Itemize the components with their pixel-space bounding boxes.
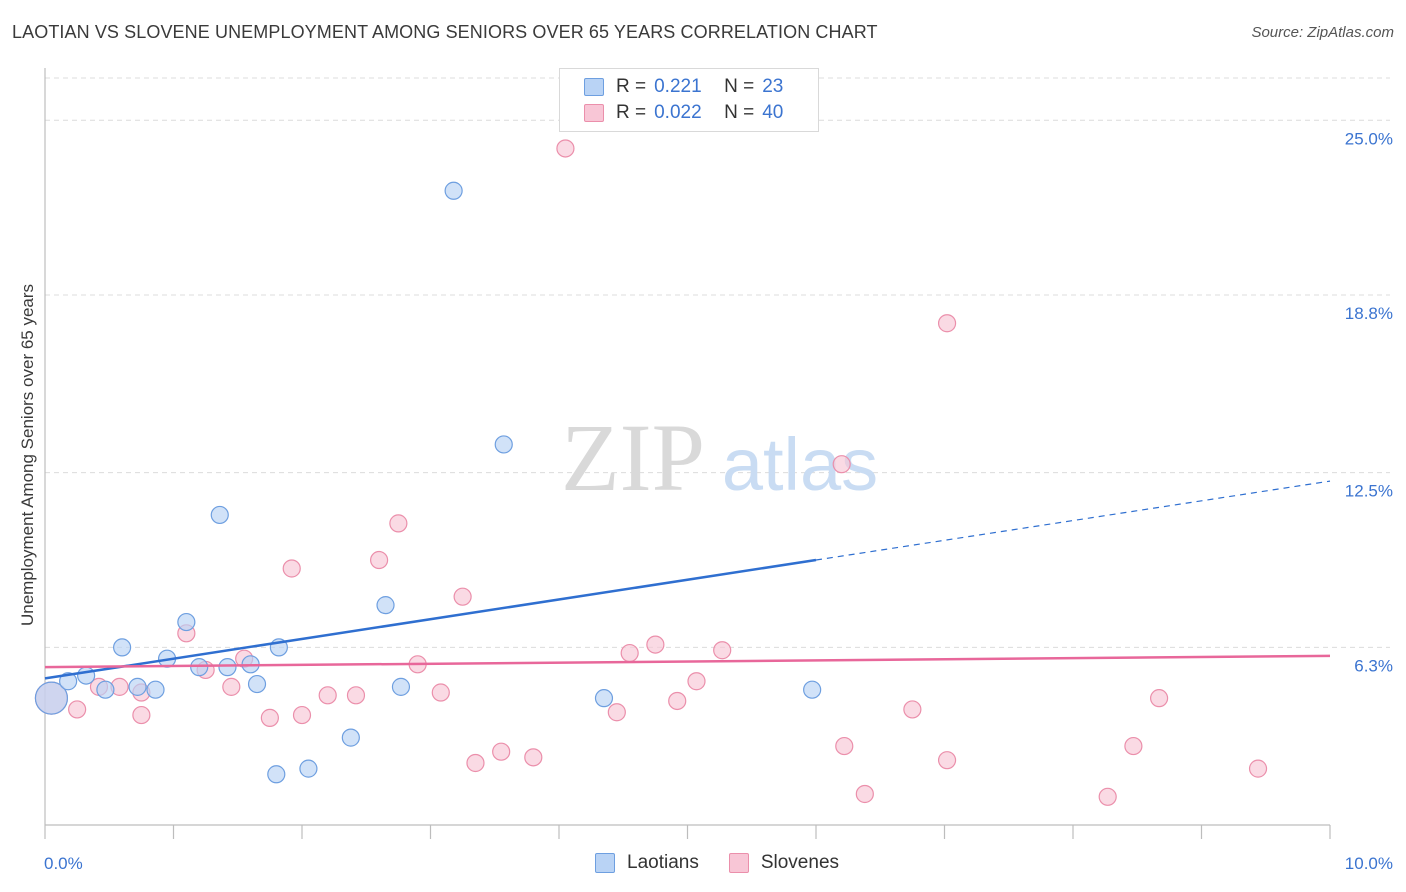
laotian-point (190, 658, 209, 677)
laotian-point (341, 728, 360, 747)
slovene-point (556, 139, 575, 158)
watermark-atlas: atlas (722, 423, 878, 506)
laotian-point (444, 181, 463, 200)
y-tick-label: 12.5% (1345, 482, 1393, 501)
series-legend-item-laotians[interactable]: Laotians (595, 852, 699, 874)
slovene-point (260, 708, 279, 727)
laotian-point (210, 505, 229, 525)
laotian-point (803, 680, 822, 699)
watermark-zip: ZIP (561, 404, 705, 511)
legend-row-slovenes: R = 0.022 N = 40 (584, 101, 783, 125)
slovene-point (292, 705, 312, 725)
slovene-point (68, 700, 87, 719)
series-legend-item-slovenes[interactable]: Slovenes (728, 852, 840, 874)
slovene-point (222, 677, 241, 696)
watermark-layer: ZIP atlas (561, 404, 878, 511)
legend-n-label: N = (724, 102, 755, 123)
series-legend-swatch-laotians (595, 853, 615, 873)
stats-legend: R = 0.221 N = 23 R = 0.022 N = 40 (559, 68, 819, 132)
slovene-point (1098, 787, 1117, 806)
series-legend-swatch-slovenes (728, 853, 749, 873)
legend-swatch-slovenes (584, 104, 604, 122)
legend-n-value: 40 (762, 102, 784, 123)
legend-swatch-laotians (584, 78, 604, 96)
legend-r-value: 0.022 (654, 102, 702, 123)
laotian-point (267, 765, 286, 784)
source-label: Source: ZipAtlas.com (1251, 24, 1394, 41)
legend-n-label: N = (724, 76, 755, 97)
legend-r-label: R = (616, 102, 647, 123)
slovene-point (132, 705, 151, 725)
slovene-point (937, 314, 957, 333)
laotian-point (494, 435, 513, 454)
slovene-point (937, 751, 957, 770)
slovene-point (466, 753, 485, 773)
legend-n-value: 23 (762, 76, 784, 97)
laotian-trendline (44, 558, 817, 680)
laotian-point (96, 680, 115, 699)
laotian-point (77, 666, 96, 685)
laotian-point (299, 759, 318, 778)
series-legend-label-laotians: Laotians (627, 852, 699, 873)
slovene-point (687, 672, 706, 691)
tick-label-layer: 6.3% 12.5% 18.8% 25.0% 0.0% 10.0% (44, 129, 1393, 873)
laotian-point (376, 596, 395, 615)
legend-r-label: R = (616, 76, 647, 97)
slovene-point (1149, 689, 1169, 708)
slovene-point (453, 587, 472, 606)
slovene-point (389, 514, 408, 533)
slovene-point (646, 635, 665, 654)
slovene-point (620, 643, 639, 663)
y-tick-label: 25.0% (1345, 129, 1393, 148)
slovene-point (318, 686, 337, 705)
legend-r-value: 0.221 (654, 76, 702, 97)
slovene-point (1248, 759, 1268, 778)
legend-row-laotians: R = 0.221 N = 23 (584, 75, 783, 99)
laotian-point (112, 638, 132, 657)
slovene-point (1124, 736, 1143, 756)
chart-title: LAOTIAN VS SLOVENE UNEMPLOYMENT AMONG SE… (12, 22, 878, 42)
laotian-point (594, 689, 614, 708)
slovene-point (668, 691, 687, 711)
laotian-point (247, 674, 267, 694)
laotian-point (177, 612, 196, 632)
points-layer (34, 139, 1268, 806)
slovene-point (855, 784, 874, 804)
slovene-point (431, 683, 450, 702)
slovene-point (370, 550, 389, 570)
slovene-point (282, 559, 301, 578)
slovene-point (524, 748, 543, 767)
trend-layer (44, 480, 1331, 680)
series-legend: Laotians Slovenes (595, 852, 869, 874)
series-legend-label-slovenes: Slovenes (760, 852, 840, 873)
slovene-point (903, 700, 922, 719)
laotian-point (34, 681, 69, 715)
slovene-point (832, 455, 851, 474)
slovene-point (713, 641, 732, 660)
slovene-point (346, 686, 366, 705)
slovene-point (607, 703, 626, 722)
y-tick-label: 18.8% (1345, 304, 1393, 323)
laotian-point (218, 658, 237, 677)
slovene-trendline (44, 654, 1331, 669)
laotian-trendline-extension (815, 480, 1331, 561)
x-tick-label-min: 0.0% (44, 854, 83, 873)
laotian-point (128, 677, 147, 696)
grid-layer (45, 77, 1390, 648)
slovene-point (835, 736, 854, 756)
laotian-point (146, 680, 165, 699)
laotian-point (59, 672, 78, 691)
x-tick-label-max: 10.0% (1345, 854, 1393, 873)
y-tick-label: 6.3% (1354, 656, 1393, 675)
laotian-point (391, 677, 411, 696)
slovene-point (492, 742, 511, 761)
